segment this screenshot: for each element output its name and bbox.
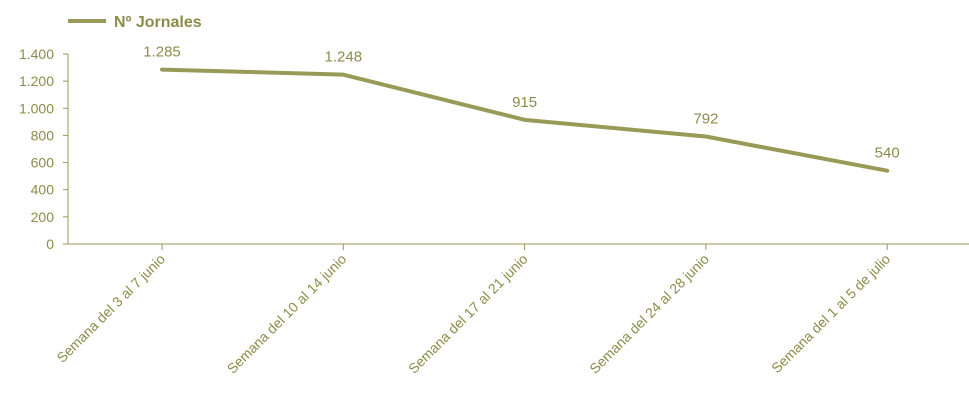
data-label: 792 (693, 111, 718, 128)
y-tick-label: 0 (46, 236, 54, 252)
labels-layer: 1.285 1.248 915 792 540 (143, 44, 899, 162)
data-point (342, 74, 344, 76)
series-layer (160, 67, 890, 173)
y-tick-label: 600 (31, 155, 55, 171)
y-tick-label: 1.200 (19, 73, 54, 89)
data-point (161, 69, 163, 71)
legend: Nº Jornales (68, 14, 202, 31)
y-tick-label: 400 (31, 182, 55, 198)
x-tick-label: Semana del 24 al 28 junio (586, 251, 712, 377)
data-label: 1.285 (143, 44, 181, 61)
x-tick-label: Semana del 1 al 5 de julio (768, 251, 893, 376)
y-tick-label: 200 (31, 209, 55, 225)
data-label: 915 (512, 94, 537, 111)
y-tick-label: 1.000 (19, 100, 54, 116)
legend-label: Nº Jornales (114, 14, 202, 31)
data-point (705, 136, 707, 138)
data-point (886, 170, 888, 172)
y-tick-label: 1.400 (19, 46, 54, 62)
axes: 0 200 400 600 800 1.000 1.200 1.400 Semana del 3… (19, 46, 969, 377)
y-tick-label: 800 (31, 127, 55, 143)
x-tick-label: Semana del 10 al 14 junio (224, 251, 350, 377)
data-label: 1.248 (325, 49, 363, 66)
data-label: 540 (875, 145, 900, 162)
data-point (524, 119, 526, 121)
x-tick-label: Semana del 3 al 7 junio (53, 251, 168, 366)
x-tick-label: Semana del 17 al 21 junio (405, 251, 531, 377)
